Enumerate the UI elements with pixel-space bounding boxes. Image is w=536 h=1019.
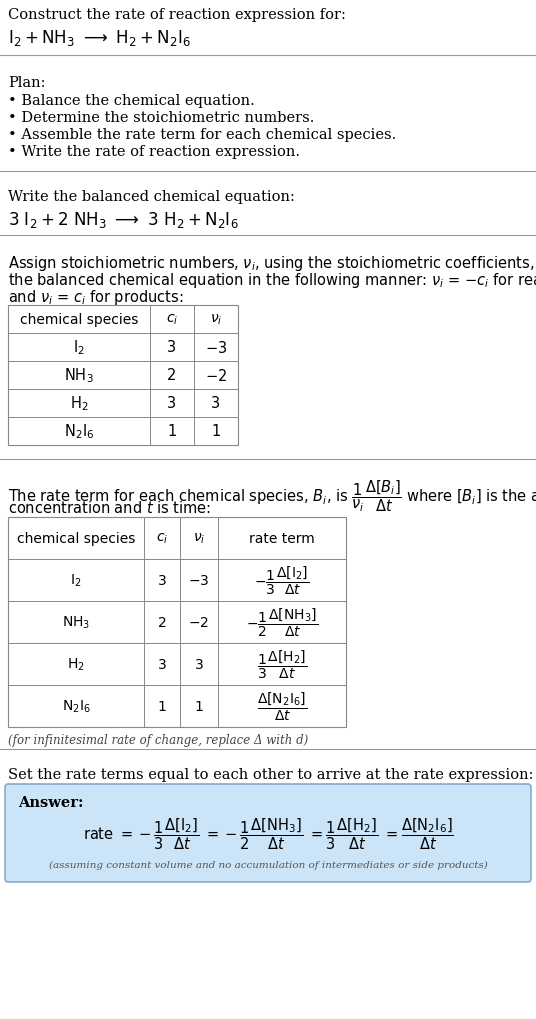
Text: • Write the rate of reaction expression.: • Write the rate of reaction expression. — [8, 145, 300, 159]
Text: 3: 3 — [167, 396, 176, 411]
Text: $-\dfrac{1}{2}\dfrac{\Delta[\mathrm{NH_3}]}{\Delta t}$: $-\dfrac{1}{2}\dfrac{\Delta[\mathrm{NH_3… — [246, 606, 318, 639]
Text: 3: 3 — [211, 396, 220, 411]
Text: chemical species: chemical species — [17, 532, 135, 545]
Text: concentration and $t$ is time:: concentration and $t$ is time: — [8, 499, 211, 516]
Text: 3: 3 — [195, 657, 203, 672]
Bar — [8, 306, 238, 445]
Text: $\mathregular{3\ I_2 + 2\ NH_3 \ \longrightarrow \ 3\ H_2 + N_2I_6}$: $\mathregular{3\ I_2 + 2\ NH_3 \ \longri… — [8, 210, 239, 229]
Text: (for infinitesimal rate of change, replace Δ with d): (for infinitesimal rate of change, repla… — [8, 734, 308, 746]
Text: $\mathregular{I_2 + NH_3 \ \longrightarrow \ H_2 + N_2I_6}$: $\mathregular{I_2 + NH_3 \ \longrightarr… — [8, 28, 191, 48]
Text: Assign stoichiometric numbers, $\mathit{\nu_i}$, using the stoichiometric coeffi: Assign stoichiometric numbers, $\mathit{… — [8, 254, 536, 273]
Text: $-3$: $-3$ — [205, 339, 227, 356]
Text: $\mathregular{H_2}$: $\mathregular{H_2}$ — [70, 394, 88, 413]
Text: • Assemble the rate term for each chemical species.: • Assemble the rate term for each chemic… — [8, 127, 396, 142]
Text: Answer:: Answer: — [18, 795, 84, 809]
Text: 3: 3 — [158, 574, 166, 587]
Text: $\mathregular{NH_3}$: $\mathregular{NH_3}$ — [62, 614, 90, 631]
Text: 3: 3 — [158, 657, 166, 672]
Text: rate $= -\dfrac{1}{3}\dfrac{\Delta[\mathrm{I_2}]}{\Delta t}\ = -\dfrac{1}{2}\dfr: rate $= -\dfrac{1}{3}\dfrac{\Delta[\math… — [83, 815, 453, 851]
Text: • Determine the stoichiometric numbers.: • Determine the stoichiometric numbers. — [8, 111, 315, 125]
Text: the balanced chemical equation in the following manner: $\mathit{\nu_i}$ = $-\ma: the balanced chemical equation in the fo… — [8, 271, 536, 289]
Text: The rate term for each chemical species, $B_i$, is $\dfrac{1}{\nu_i}\dfrac{\Delt: The rate term for each chemical species,… — [8, 478, 536, 513]
Text: $\mathregular{H_2}$: $\mathregular{H_2}$ — [67, 656, 85, 673]
Text: Construct the rate of reaction expression for:: Construct the rate of reaction expressio… — [8, 8, 346, 22]
Text: $\mathit{c_i}$: $\mathit{c_i}$ — [156, 531, 168, 545]
Text: • Balance the chemical equation.: • Balance the chemical equation. — [8, 94, 255, 108]
Text: $\mathit{\nu_i}$: $\mathit{\nu_i}$ — [210, 313, 222, 327]
Text: $-\dfrac{1}{3}\dfrac{\Delta[\mathrm{I_2}]}{\Delta t}$: $-\dfrac{1}{3}\dfrac{\Delta[\mathrm{I_2}… — [255, 565, 310, 596]
Text: Write the balanced chemical equation:: Write the balanced chemical equation: — [8, 190, 295, 204]
Text: Set the rate terms equal to each other to arrive at the rate expression:: Set the rate terms equal to each other t… — [8, 767, 533, 782]
Text: 1: 1 — [211, 424, 221, 439]
Text: 3: 3 — [167, 340, 176, 356]
Text: 1: 1 — [195, 699, 204, 713]
Text: $\mathregular{I_2}$: $\mathregular{I_2}$ — [70, 573, 81, 589]
FancyBboxPatch shape — [5, 785, 531, 882]
Text: $\mathit{c_i}$: $\mathit{c_i}$ — [166, 313, 178, 327]
Text: $\dfrac{1}{3}\dfrac{\Delta[\mathrm{H_2}]}{\Delta t}$: $\dfrac{1}{3}\dfrac{\Delta[\mathrm{H_2}]… — [257, 648, 307, 681]
Text: (assuming constant volume and no accumulation of intermediates or side products): (assuming constant volume and no accumul… — [49, 860, 487, 869]
Text: 1: 1 — [158, 699, 167, 713]
Text: 2: 2 — [158, 615, 166, 630]
Text: $\mathregular{I_2}$: $\mathregular{I_2}$ — [73, 338, 85, 357]
Text: $\mathregular{NH_3}$: $\mathregular{NH_3}$ — [64, 366, 94, 385]
Text: Plan:: Plan: — [8, 76, 46, 90]
Bar — [8, 518, 346, 728]
Text: $\mathregular{N_2I_6}$: $\mathregular{N_2I_6}$ — [62, 698, 91, 714]
Text: $-2$: $-2$ — [205, 368, 227, 383]
Text: $\mathregular{N_2I_6}$: $\mathregular{N_2I_6}$ — [64, 422, 94, 441]
Text: $\mathit{\nu_i}$: $\mathit{\nu_i}$ — [193, 531, 205, 545]
Text: and $\mathit{\nu_i}$ = $\mathit{c_i}$ for products:: and $\mathit{\nu_i}$ = $\mathit{c_i}$ fo… — [8, 287, 183, 307]
Text: $-3$: $-3$ — [188, 574, 210, 587]
Text: $\dfrac{\Delta[\mathrm{N_2I_6}]}{\Delta t}$: $\dfrac{\Delta[\mathrm{N_2I_6}]}{\Delta … — [257, 690, 307, 722]
Text: rate term: rate term — [249, 532, 315, 545]
Text: 1: 1 — [167, 424, 177, 439]
Text: $-2$: $-2$ — [189, 615, 210, 630]
Text: 2: 2 — [167, 368, 177, 383]
Text: chemical species: chemical species — [20, 313, 138, 327]
